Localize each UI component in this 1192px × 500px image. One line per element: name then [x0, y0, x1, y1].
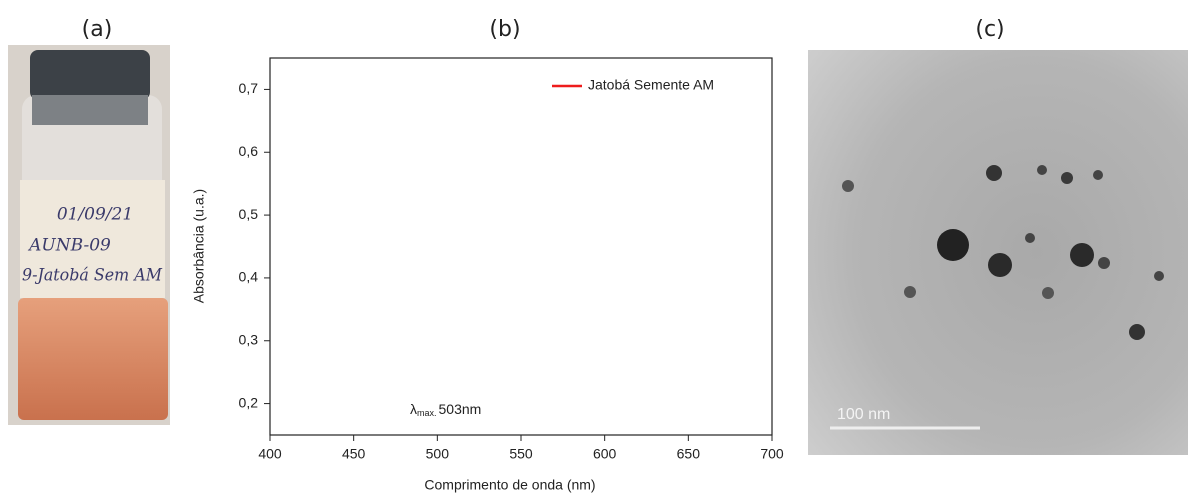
- annotation-symbol: λ: [410, 401, 417, 417]
- x-axis-label: Comprimento de onda (nm): [424, 477, 595, 493]
- vial-label-text: 9-Jatobá Sem AM: [22, 266, 163, 286]
- panel-label: (c): [975, 17, 1004, 42]
- x-tick-label: 600: [593, 446, 617, 462]
- vial-label-text: AUNB-09: [27, 236, 111, 256]
- tem-image: [808, 50, 1188, 455]
- y-tick-label: 0,7: [239, 80, 259, 96]
- panel-label: (b): [489, 17, 520, 42]
- vial-photo: [8, 45, 170, 425]
- vial-label-text: 01/09/21: [57, 205, 133, 225]
- annotation: λmax. 503nm: [410, 401, 481, 419]
- x-tick-label: 700: [760, 446, 784, 462]
- x-tick-label: 550: [509, 446, 533, 462]
- scale-bar-label: 100 nm: [837, 406, 890, 423]
- x-tick-label: 400: [258, 446, 282, 462]
- legend-label: Jatobá Semente AM: [588, 77, 714, 93]
- x-tick-label: 450: [342, 446, 366, 462]
- y-tick-label: 0,4: [239, 269, 259, 285]
- annotation-subscript: max.: [417, 408, 437, 418]
- x-tick-label: 500: [426, 446, 450, 462]
- y-axis-label: Absorbância (u.a.): [191, 189, 207, 303]
- panel-label: (a): [82, 17, 113, 42]
- y-tick-label: 0,2: [239, 394, 259, 410]
- y-tick-label: 0,5: [239, 206, 259, 222]
- annotation-text: 503nm: [439, 401, 482, 417]
- plot-frame: [269, 57, 773, 436]
- x-tick-label: 650: [677, 446, 701, 462]
- y-tick-label: 0,6: [239, 143, 259, 159]
- y-tick-label: 0,3: [239, 331, 259, 347]
